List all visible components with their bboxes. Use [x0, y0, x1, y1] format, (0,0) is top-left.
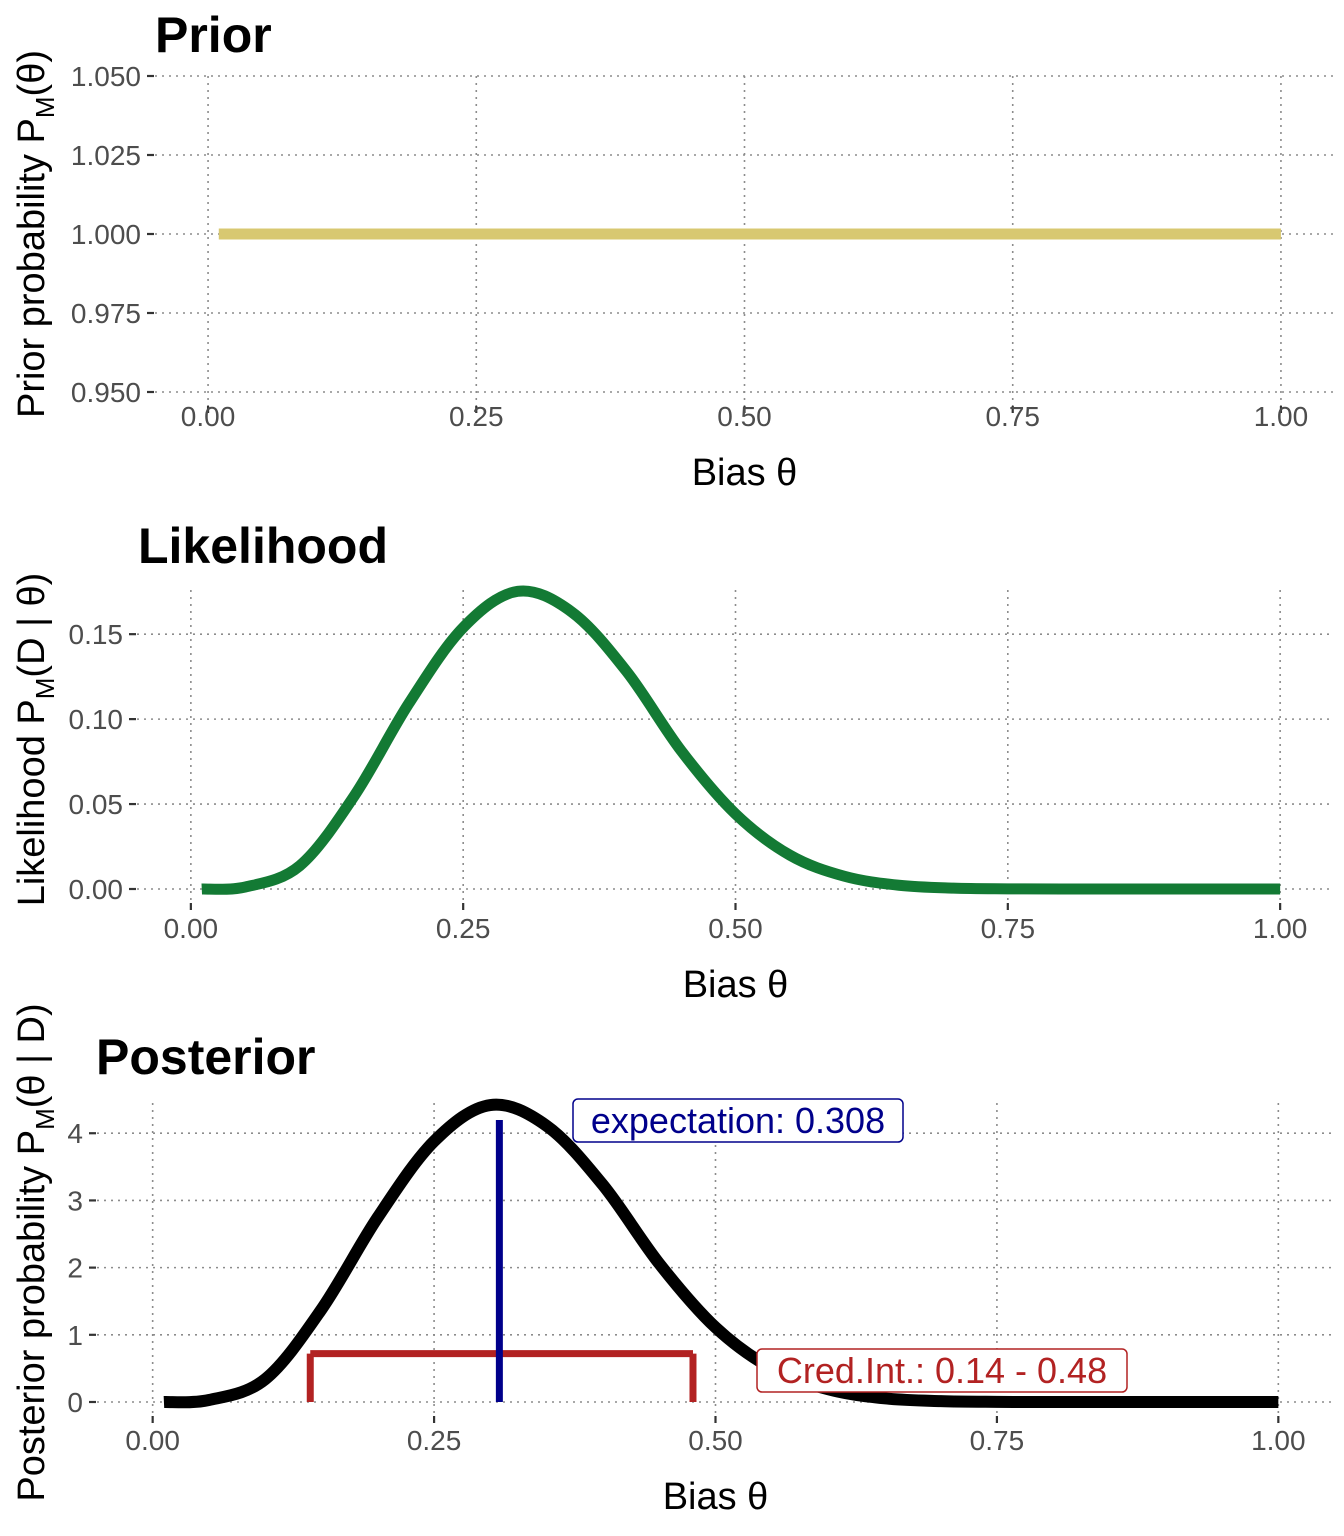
credible-interval-label-box — [756, 1348, 1128, 1393]
likelihood-y-tick-label: 0.00 — [69, 874, 124, 905]
posterior-y-tick-label: 3 — [67, 1185, 83, 1216]
prior-y-tick-label: 1.025 — [71, 140, 141, 171]
prior-x-tick-label: 0.00 — [181, 401, 236, 432]
likelihood-title: Likelihood — [138, 518, 388, 574]
likelihood-y-tick-label: 0.05 — [69, 789, 124, 820]
likelihood-x-tick-label: 0.00 — [164, 913, 219, 944]
prior-x-tick-label: 1.00 — [1254, 401, 1309, 432]
posterior-y-tick-label: 0 — [67, 1387, 83, 1418]
posterior-x-tick-label: 0.00 — [125, 1425, 180, 1456]
posterior-x-tick-label: 0.75 — [970, 1425, 1025, 1456]
likelihood-y-tick-label: 0.10 — [69, 704, 124, 735]
prior-y-axis-label: Prior probability PM(θ) — [11, 50, 60, 418]
likelihood-y-axis-label: Likelihood PM(D | θ) — [11, 573, 60, 907]
posterior-x-tick-label: 1.00 — [1251, 1425, 1306, 1456]
prior-y-tick-label: 1.000 — [71, 219, 141, 250]
likelihood-x-tick-label: 1.00 — [1253, 913, 1308, 944]
likelihood-curve — [201, 585, 1281, 895]
likelihood-y-tick-label: 0.15 — [69, 619, 124, 650]
prior-x-axis-label: Bias θ — [692, 452, 798, 494]
prior-panel: 0.00 0.25 0.50 0.75 1.00 0.950 0.975 1.000 1.025… — [11, 7, 1334, 494]
prior-title: Prior — [155, 7, 272, 63]
likelihood-x-tick-label: 0.75 — [981, 913, 1036, 944]
likelihood-x-tick-label: 0.50 — [708, 913, 763, 944]
expectation-label-box — [572, 1098, 904, 1143]
posterior-y-tick-label: 4 — [67, 1118, 83, 1149]
posterior-y-tick-label: 2 — [67, 1253, 83, 1284]
prior-x-tick-label: 0.25 — [449, 401, 504, 432]
prior-y-tick-label: 1.050 — [71, 61, 141, 92]
prior-x-tick-label: 0.75 — [985, 401, 1040, 432]
posterior-panel: 0.00 0.25 0.50 0.75 1.00 0 1 2 3 4 Posterior Bias θ… — [11, 1003, 1334, 1518]
posterior-x-axis-label: Bias θ — [663, 1476, 769, 1518]
posterior-title: Posterior — [96, 1029, 316, 1085]
posterior-x-tick-label: 0.25 — [407, 1425, 462, 1456]
expectation-label: expectation: 0.308 — [591, 1100, 885, 1141]
posterior-y-axis-label: Posterior probability PM(θ | D) — [11, 1003, 60, 1501]
likelihood-x-axis-label: Bias θ — [683, 964, 789, 1006]
prior-y-tick-label: 0.975 — [71, 298, 141, 329]
posterior-x-tick-label: 0.50 — [688, 1425, 743, 1456]
likelihood-panel: 0.00 0.25 0.50 0.75 1.00 0.00 0.05 0.10 0.15 Like… — [11, 518, 1334, 1006]
posterior-y-tick-label: 1 — [67, 1320, 83, 1351]
prior-x-tick-label: 0.50 — [717, 401, 772, 432]
posterior-curve — [163, 1098, 1279, 1409]
prior-y-tick-label: 0.950 — [71, 377, 141, 408]
likelihood-x-tick-label: 0.25 — [436, 913, 491, 944]
credible-interval-label: Cred.Int.: 0.14 - 0.48 — [777, 1350, 1107, 1391]
